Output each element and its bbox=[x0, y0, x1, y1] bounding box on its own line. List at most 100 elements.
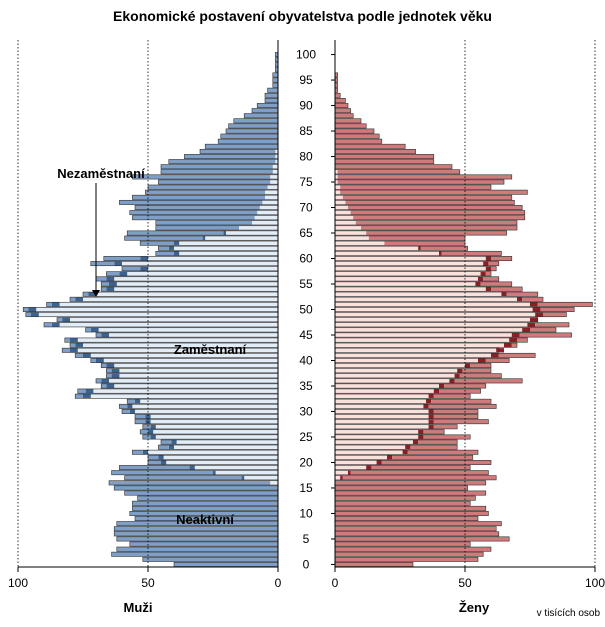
men-inactive-segment bbox=[267, 88, 278, 93]
age-tick-label: 90 bbox=[299, 99, 313, 113]
chart-title: Ekonomické postavení obyvatelstva podle … bbox=[113, 8, 492, 24]
men-bar-age-3 bbox=[116, 546, 279, 552]
women-bar-age-6 bbox=[334, 531, 500, 537]
women-inactive-segment bbox=[517, 337, 528, 343]
men-bar-age-85 bbox=[225, 128, 279, 134]
men-employed-segment bbox=[215, 470, 278, 475]
women-inactive-segment bbox=[350, 470, 489, 475]
men-bar-age-75 bbox=[158, 179, 279, 185]
women-inactive-segment bbox=[537, 302, 593, 307]
women-unemployed-segment bbox=[454, 373, 460, 378]
men-employed-segment bbox=[179, 251, 278, 256]
men-bar-age-96 bbox=[272, 72, 279, 78]
women-unemployed-segment bbox=[366, 465, 372, 470]
women-bar-age-83 bbox=[334, 138, 383, 144]
women-unemployed-segment bbox=[485, 266, 491, 271]
women-inactive-segment bbox=[384, 241, 465, 246]
men-employed-segment bbox=[59, 302, 278, 307]
women-bar-age-78 bbox=[334, 164, 453, 170]
men-inactive-segment bbox=[142, 434, 151, 440]
women-bar-age-51 bbox=[334, 301, 593, 307]
men-employed-segment bbox=[275, 149, 278, 154]
women-inactive-segment bbox=[368, 235, 465, 241]
women-employed-segment bbox=[335, 210, 351, 215]
women-inactive-segment bbox=[485, 271, 491, 276]
men-inactive-segment bbox=[272, 77, 278, 83]
men-unemployed-segment bbox=[83, 394, 91, 399]
men-unemployed-segment bbox=[106, 383, 115, 389]
men-employed-segment bbox=[265, 195, 278, 200]
men-employed-segment bbox=[257, 210, 278, 215]
men-employed-segment bbox=[70, 317, 278, 322]
age-tick-label: 45 bbox=[299, 328, 313, 342]
men-bar-age-20 bbox=[147, 460, 279, 465]
men-inactive-segment bbox=[25, 312, 31, 317]
men-unemployed-segment bbox=[202, 235, 206, 241]
women-bar-age-44 bbox=[334, 337, 528, 343]
women-employed-segment bbox=[335, 195, 343, 200]
women-employed-segment bbox=[335, 190, 341, 195]
women-bar-age-35 bbox=[334, 383, 487, 389]
men-bar-age-0 bbox=[173, 562, 279, 567]
women-inactive-segment bbox=[335, 501, 471, 506]
men-inactive-segment bbox=[122, 266, 141, 271]
men-bar-age-95 bbox=[272, 77, 279, 83]
men-unemployed-segment bbox=[70, 348, 78, 353]
women-employed-segment bbox=[335, 307, 533, 312]
women-bar-age-57 bbox=[334, 271, 492, 277]
men-unemployed-segment bbox=[111, 373, 120, 378]
women-employed-segment bbox=[335, 332, 512, 338]
men-unemployed-segment bbox=[75, 297, 83, 302]
women-bar-age-62 bbox=[334, 245, 468, 251]
men-employed-segment bbox=[205, 235, 278, 241]
women-bars bbox=[334, 72, 593, 567]
women-unemployed-segment bbox=[478, 276, 484, 282]
women-inactive-segment bbox=[423, 429, 445, 435]
men-inactive-segment bbox=[132, 501, 278, 506]
women-inactive-segment bbox=[335, 562, 413, 567]
men-employed-segment bbox=[254, 215, 278, 220]
women-inactive-segment bbox=[459, 373, 502, 378]
women-inactive-segment bbox=[337, 169, 460, 174]
men-bar-age-39 bbox=[100, 363, 279, 369]
men-inactive-segment bbox=[158, 179, 271, 185]
women-bar-age-74 bbox=[334, 184, 492, 190]
women-unemployed-segment bbox=[501, 292, 507, 297]
women-unemployed-segment bbox=[423, 404, 429, 409]
men-unemployed-segment bbox=[106, 276, 115, 282]
unemployed-arrow-head bbox=[92, 290, 100, 297]
men-inactive-segment bbox=[70, 343, 76, 348]
men-unemployed-segment bbox=[62, 317, 70, 322]
men-x-tick-label: 50 bbox=[141, 576, 155, 590]
men-employed-segment bbox=[148, 266, 278, 271]
men-inactive-segment bbox=[70, 297, 76, 302]
men-employed-segment bbox=[174, 246, 278, 251]
men-employed-segment bbox=[98, 327, 278, 333]
women-inactive-segment bbox=[337, 179, 504, 185]
men-employed-segment bbox=[83, 343, 278, 348]
women-unemployed-segment bbox=[483, 261, 489, 266]
women-bar-age-76 bbox=[334, 174, 513, 180]
men-bar-age-46 bbox=[85, 327, 279, 333]
men-bar-age-65 bbox=[126, 230, 279, 236]
inactive-annotation: Neaktivní bbox=[176, 512, 234, 527]
men-bar-age-79 bbox=[168, 159, 279, 165]
women-employed-segment bbox=[335, 470, 348, 475]
men-employed-segment bbox=[132, 404, 278, 409]
women-employed-segment bbox=[335, 450, 403, 455]
men-employed-segment bbox=[36, 307, 279, 312]
women-bar-age-79 bbox=[334, 159, 435, 165]
unemployed-annotation: Nezaměstnaní bbox=[57, 166, 145, 181]
women-employed-segment bbox=[335, 429, 419, 435]
women-inactive-segment bbox=[335, 113, 354, 118]
men-bar-age-12 bbox=[132, 500, 279, 506]
women-inactive-segment bbox=[335, 490, 486, 496]
men-inactive-segment bbox=[85, 327, 91, 333]
women-unemployed-segment bbox=[439, 251, 442, 256]
women-bar-age-17 bbox=[334, 475, 497, 481]
men-inactive-segment bbox=[257, 103, 278, 108]
women-inactive-segment bbox=[335, 108, 351, 113]
men-inactive-segment bbox=[96, 378, 102, 384]
men-unemployed-segment bbox=[148, 429, 154, 435]
women-bar-age-13 bbox=[334, 495, 476, 501]
